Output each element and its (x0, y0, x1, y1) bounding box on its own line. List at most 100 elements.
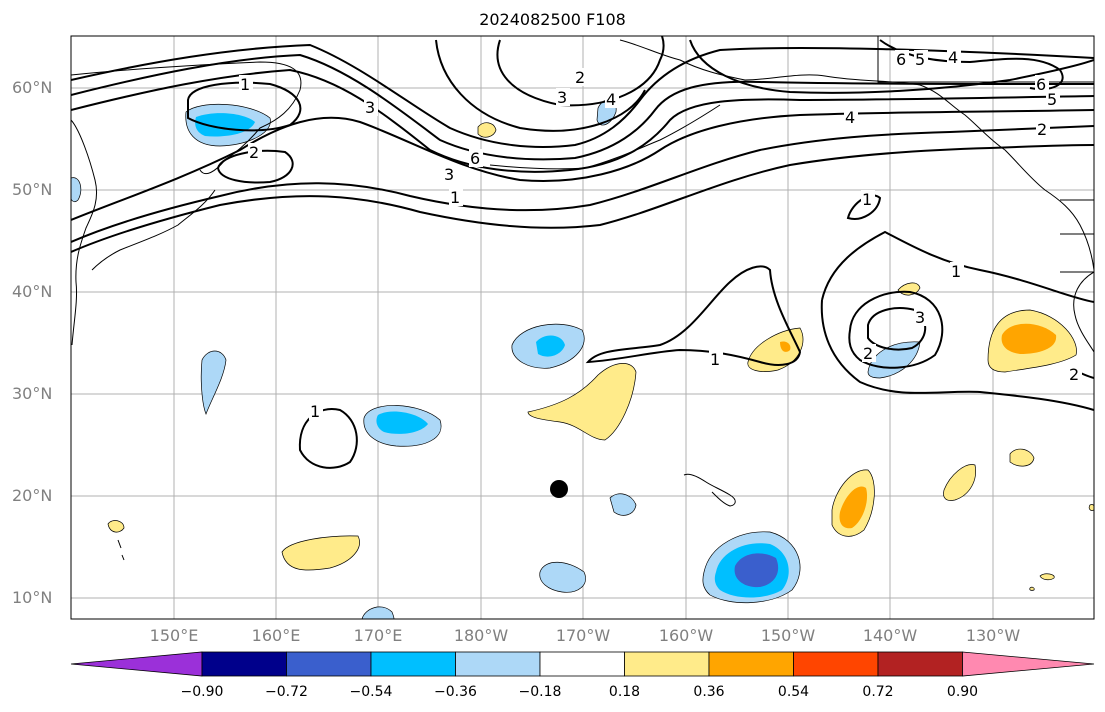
colorbar-bin (877, 651, 963, 677)
contour-label: 5 (1047, 90, 1057, 109)
coast-bering-box (877, 36, 1094, 83)
colorbar-tick-label: 0.90 (946, 684, 979, 700)
contour-label: 6 (896, 50, 906, 69)
anomaly-central-blue-core (536, 335, 565, 357)
contour-label: 3 (444, 165, 454, 184)
colorbar-tick-label: −0.54 (349, 684, 393, 700)
colorbar-extend-high (962, 651, 1095, 677)
contour-label-group: 1 2 3 3 1 6 3 2 4 4 6 5 4 6 5 2 1 1 3 2 … (239, 48, 1082, 421)
contour-14-ne-pac-1 (821, 230, 1094, 303)
colorbar-bin (455, 651, 541, 677)
lat-label-60n: 60°N (12, 78, 53, 97)
anomaly-132w-yellow (943, 464, 976, 501)
lon-label-160e: 160°E (251, 626, 301, 645)
lat-label-10n: 10°N (12, 588, 53, 607)
contour-7-alaska-low (689, 39, 1094, 94)
contour-label: 2 (249, 143, 259, 162)
coast-hawaii (683, 473, 736, 507)
contour-2-jet (71, 125, 1094, 243)
contour-10-aleutian-inner (435, 39, 646, 132)
anomaly-150e-blue (200, 350, 227, 415)
contour-3-jet (71, 109, 1094, 221)
coast-asia (71, 119, 98, 346)
contour-label: 1 (450, 188, 460, 207)
colorbar-bin (370, 651, 456, 677)
black-dot-marker (550, 480, 568, 498)
contour-label: 4 (948, 48, 958, 67)
colorbar-bin (793, 651, 879, 677)
colorbar-tick-label: −0.90 (180, 684, 224, 700)
contour-label: 4 (845, 108, 855, 127)
colorbar-tick-label: −0.72 (265, 684, 308, 700)
contour-label: 1 (862, 190, 872, 209)
contour-5-jet (71, 53, 1094, 161)
anomaly-150w-orange (780, 341, 791, 352)
colorbar (70, 651, 1095, 677)
coast-kuril (91, 189, 216, 271)
anomaly-172w-blue (539, 561, 586, 593)
anomaly-westpac-yellow-small (107, 520, 125, 533)
anomaly-126w-yellow (1009, 448, 1035, 467)
colorbar-tick-label: 0.36 (693, 684, 725, 700)
anomaly-1045-yellow (1039, 573, 1055, 581)
height-contours (71, 36, 1094, 469)
contour-label: 2 (1037, 120, 1047, 139)
anomaly-145w-orange (839, 486, 868, 529)
contour-label: 5 (915, 50, 925, 69)
anomaly-west-edge (71, 177, 82, 203)
contour-18-small-1 (846, 194, 882, 220)
lon-label-170e: 170°E (353, 626, 403, 645)
contour-1-jet-outer (71, 144, 1094, 253)
colorbar-tick-label: 0.54 (777, 684, 810, 700)
lat-label-20n: 20°N (12, 486, 53, 505)
lon-label-180w: 180°W (453, 626, 509, 645)
colorbar-tick-label: 0.72 (862, 684, 894, 700)
contour-label: 1 (710, 350, 720, 369)
anomaly-central-yellow (527, 363, 637, 441)
contour-label: 6 (1036, 75, 1046, 94)
shaded-anomalies (71, 99, 1094, 619)
map-title: 2024082500 F108 (479, 10, 626, 29)
contour-label: 1 (951, 262, 961, 281)
anomaly-168w-blue (609, 493, 637, 516)
colorbar-bin (539, 651, 625, 677)
coast-aleutian (489, 104, 721, 170)
coast-bc-box (1060, 199, 1094, 273)
contour-label: 4 (606, 90, 616, 109)
colorbar-bin (201, 651, 287, 677)
contour-13-pac-1 (585, 265, 802, 366)
contour-16-high-2 (848, 290, 944, 369)
anomaly-1032-yellow (1029, 586, 1035, 591)
contour-19-165e-1 (298, 408, 358, 469)
colorbar-extend-low (70, 651, 203, 677)
lat-label-40n: 40°N (12, 282, 53, 301)
colorbar-bin (624, 651, 710, 677)
lon-label-150w: 150°W (760, 626, 816, 645)
anomaly-140w-blue (867, 341, 921, 379)
coast-alaska (619, 39, 1094, 271)
lon-label-150e: 150°E (149, 626, 199, 645)
contour-label: 1 (240, 75, 250, 94)
lon-label-170w: 170°W (555, 626, 611, 645)
contour-6-jet-inner (71, 43, 1094, 148)
contour-17-high-3 (867, 307, 927, 351)
contour-label: 3 (557, 88, 567, 107)
anomaly-aleutian-yellow (477, 122, 497, 138)
contour-label: 2 (863, 344, 873, 363)
anomaly-160e-yellow (281, 535, 360, 571)
contour-15-ne-pac-lower (820, 299, 1094, 411)
contour-label: 3 (915, 308, 925, 327)
contour-label: 2 (575, 68, 585, 87)
lat-label-50n: 50°N (12, 180, 53, 199)
colorbar-bin (708, 651, 794, 677)
colorbar-bin (286, 651, 372, 677)
coast-midway (117, 539, 125, 561)
anomaly-165e-blue-core (376, 411, 428, 434)
colorbar-tick-label: 0.18 (608, 684, 641, 700)
contour-label: 3 (365, 98, 375, 117)
anomaly-150w-yellow (747, 327, 804, 372)
anomaly-1093-yellow (1088, 504, 1094, 511)
anomaly-170e-blue-bottom (361, 606, 395, 619)
map-frame (70, 35, 1095, 620)
